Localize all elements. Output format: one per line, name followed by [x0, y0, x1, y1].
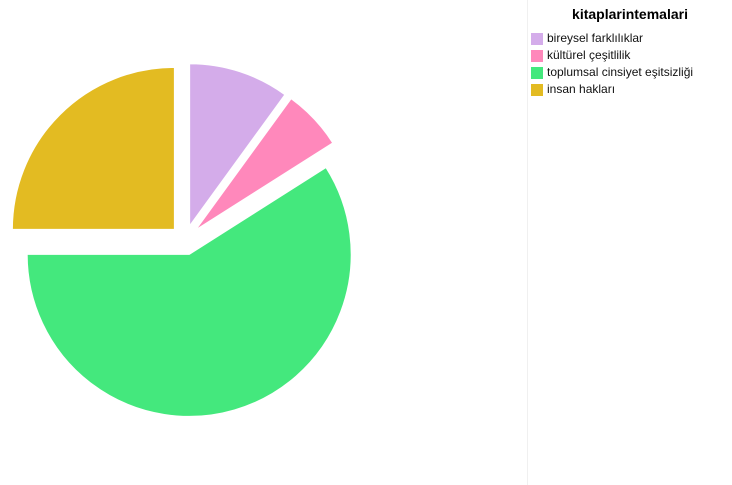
chart-title: kitaplarintemalari [572, 6, 688, 22]
legend: kitaplarintemalari bireysel farklılıklar… [530, 0, 730, 485]
legend-swatch [531, 49, 543, 62]
pie-slice-3[interactable] [11, 66, 175, 230]
pie-chart [11, 63, 352, 417]
legend-label: bireysel farklılıklar [547, 31, 644, 45]
pie-slice-2[interactable] [26, 166, 352, 417]
legend-item-1[interactable]: kültürel çeşitlilik [531, 48, 693, 63]
legend-swatch [531, 66, 543, 79]
legend-divider [527, 0, 528, 485]
legend-item-2[interactable]: toplumsal cinsiyet eşitsizliği [531, 65, 693, 80]
legend-list: bireysel farklılıklar kültürel çeşitlilik… [531, 31, 693, 99]
legend-swatch [531, 83, 543, 96]
legend-item-3[interactable]: insan hakları [531, 82, 693, 97]
pie-slice-1[interactable] [195, 97, 334, 231]
legend-label: toplumsal cinsiyet eşitsizliği [547, 65, 694, 79]
legend-item-0[interactable]: bireysel farklılıklar [531, 31, 693, 46]
legend-swatch [531, 32, 543, 45]
legend-label: insan hakları [547, 82, 616, 96]
pie-slice-0[interactable] [189, 63, 286, 228]
legend-label: kültürel çeşitlilik [547, 48, 631, 62]
